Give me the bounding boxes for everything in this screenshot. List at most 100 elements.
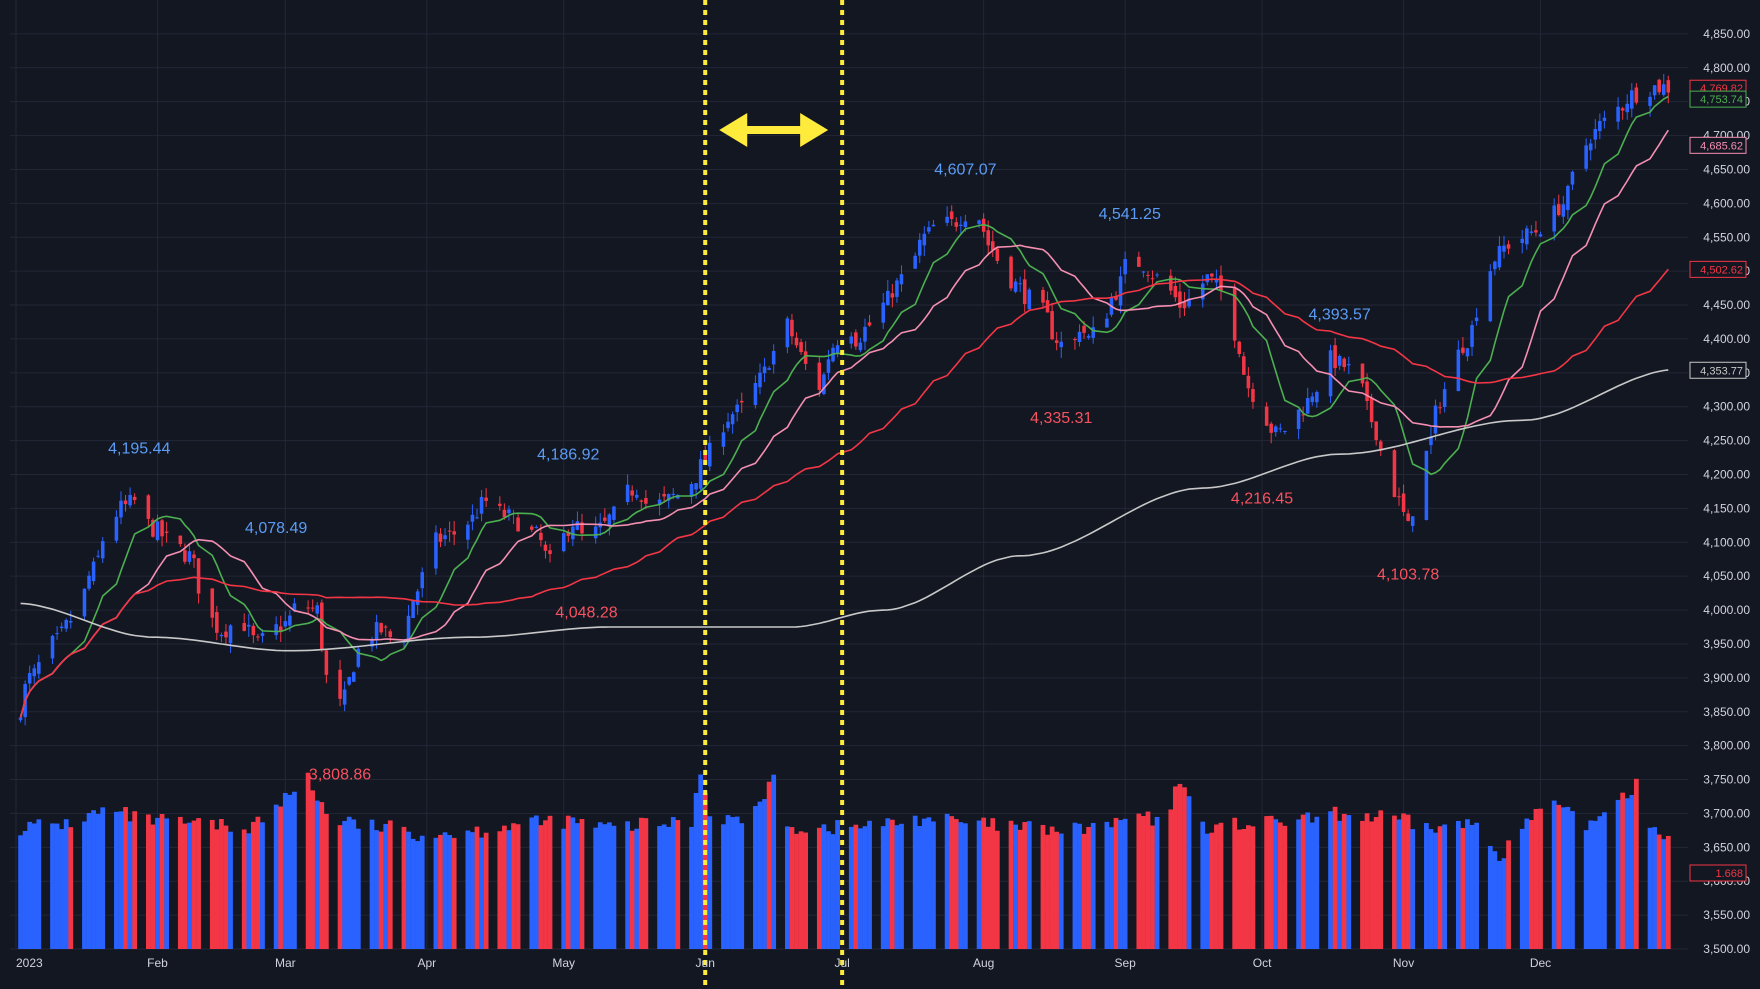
volume-bar: [862, 826, 868, 949]
volume-bar: [921, 818, 927, 949]
candle-body: [1410, 516, 1415, 526]
candle-body: [224, 631, 228, 638]
volume-bar: [383, 823, 389, 949]
volume-bar: [985, 826, 991, 949]
volume-bar: [1141, 816, 1146, 949]
candle-body: [498, 503, 502, 506]
candle-body: [1342, 358, 1347, 368]
volume-bar: [82, 821, 87, 949]
candle-body: [128, 495, 132, 506]
volume-bar: [1081, 833, 1087, 949]
volume-bar: [1154, 816, 1160, 949]
volume-bar: [451, 837, 457, 949]
candle-body: [1497, 245, 1502, 268]
candle-body: [726, 421, 730, 429]
candle-body: [374, 622, 379, 641]
volume-bar: [1556, 804, 1562, 949]
price-tick-label: 4,100.00: [1703, 535, 1750, 549]
candle-body: [698, 459, 703, 489]
volume-bar: [465, 830, 471, 949]
candle-body: [1406, 513, 1410, 522]
volume-bar: [538, 825, 544, 949]
volume-bar: [1277, 822, 1283, 949]
candle-body: [50, 635, 55, 659]
volume-bar: [1392, 815, 1397, 949]
candle-body: [119, 500, 123, 518]
volume-bar: [1433, 832, 1438, 949]
volume-bar: [1602, 812, 1607, 949]
candle-body: [479, 496, 484, 514]
candle-body: [593, 526, 598, 539]
candle-body: [1661, 84, 1666, 95]
volume-bar: [1538, 808, 1543, 949]
volume-bar: [1474, 822, 1479, 949]
volume-bar: [515, 824, 521, 949]
candle-body: [771, 351, 776, 365]
candle-body: [114, 516, 119, 541]
volume-bar: [625, 821, 631, 949]
volume-bar: [219, 818, 224, 949]
candle-body: [1538, 234, 1543, 237]
month-label: Sep: [1114, 956, 1136, 970]
candle-body: [708, 442, 712, 467]
candle-body: [1278, 428, 1283, 430]
volume-bar: [387, 820, 393, 949]
candle-body: [1401, 493, 1406, 512]
volume-bar: [68, 827, 74, 949]
candle-body: [634, 494, 639, 498]
candle-body: [320, 602, 324, 650]
month-label: Feb: [147, 956, 168, 970]
volume-bar: [314, 800, 320, 949]
candle-body: [1392, 450, 1397, 498]
volume-bar: [981, 817, 987, 949]
candle-body: [1059, 341, 1064, 348]
volume-bar: [483, 832, 489, 949]
volume-bar: [401, 826, 407, 949]
volume-bar: [771, 774, 777, 949]
candle-body: [452, 531, 456, 535]
candle-body: [1442, 389, 1447, 408]
candle-body: [1369, 397, 1374, 423]
volume-bar: [1200, 821, 1206, 949]
volume-bar: [597, 822, 603, 949]
candle-body: [854, 332, 858, 347]
candle-body: [762, 366, 767, 374]
candle-body: [689, 484, 694, 497]
price-tick-label: 4,600.00: [1703, 196, 1750, 210]
sma-long-line: [20, 369, 1669, 652]
volume-bar: [187, 822, 192, 949]
candle-body: [1488, 271, 1493, 322]
price-tick-label: 4,150.00: [1703, 501, 1750, 515]
candle-body: [1634, 87, 1639, 103]
month-label: 2023: [16, 956, 43, 970]
volume-bar: [1328, 811, 1333, 949]
candle-body: [1251, 389, 1255, 402]
volume-bar: [1592, 820, 1598, 949]
volume-bar: [912, 815, 918, 949]
candle-body: [662, 493, 666, 497]
volume-bar: [1268, 815, 1274, 949]
volume-bar: [579, 819, 585, 949]
volume-bar: [1118, 820, 1123, 949]
sma-fast-line: [19, 95, 1669, 718]
volume-bar: [214, 829, 220, 949]
candle-body: [68, 621, 73, 623]
volume-bar: [246, 833, 252, 949]
candle-body: [1114, 296, 1118, 300]
candle-body: [1205, 274, 1210, 283]
volume-bar: [1236, 829, 1242, 949]
candle-body: [799, 342, 803, 353]
price-tag-box: [1689, 90, 1747, 108]
volume-bar: [826, 831, 831, 949]
volume-bar: [196, 818, 201, 949]
volume-bar: [730, 817, 735, 949]
price-tag-box: [1689, 361, 1747, 379]
candle-body: [1529, 231, 1534, 233]
volume-bar: [410, 838, 416, 949]
volume-bar: [511, 823, 516, 949]
candle-body: [1461, 347, 1465, 353]
candle-body: [625, 484, 630, 503]
candle-body: [644, 498, 648, 504]
candle-body: [1013, 281, 1018, 292]
